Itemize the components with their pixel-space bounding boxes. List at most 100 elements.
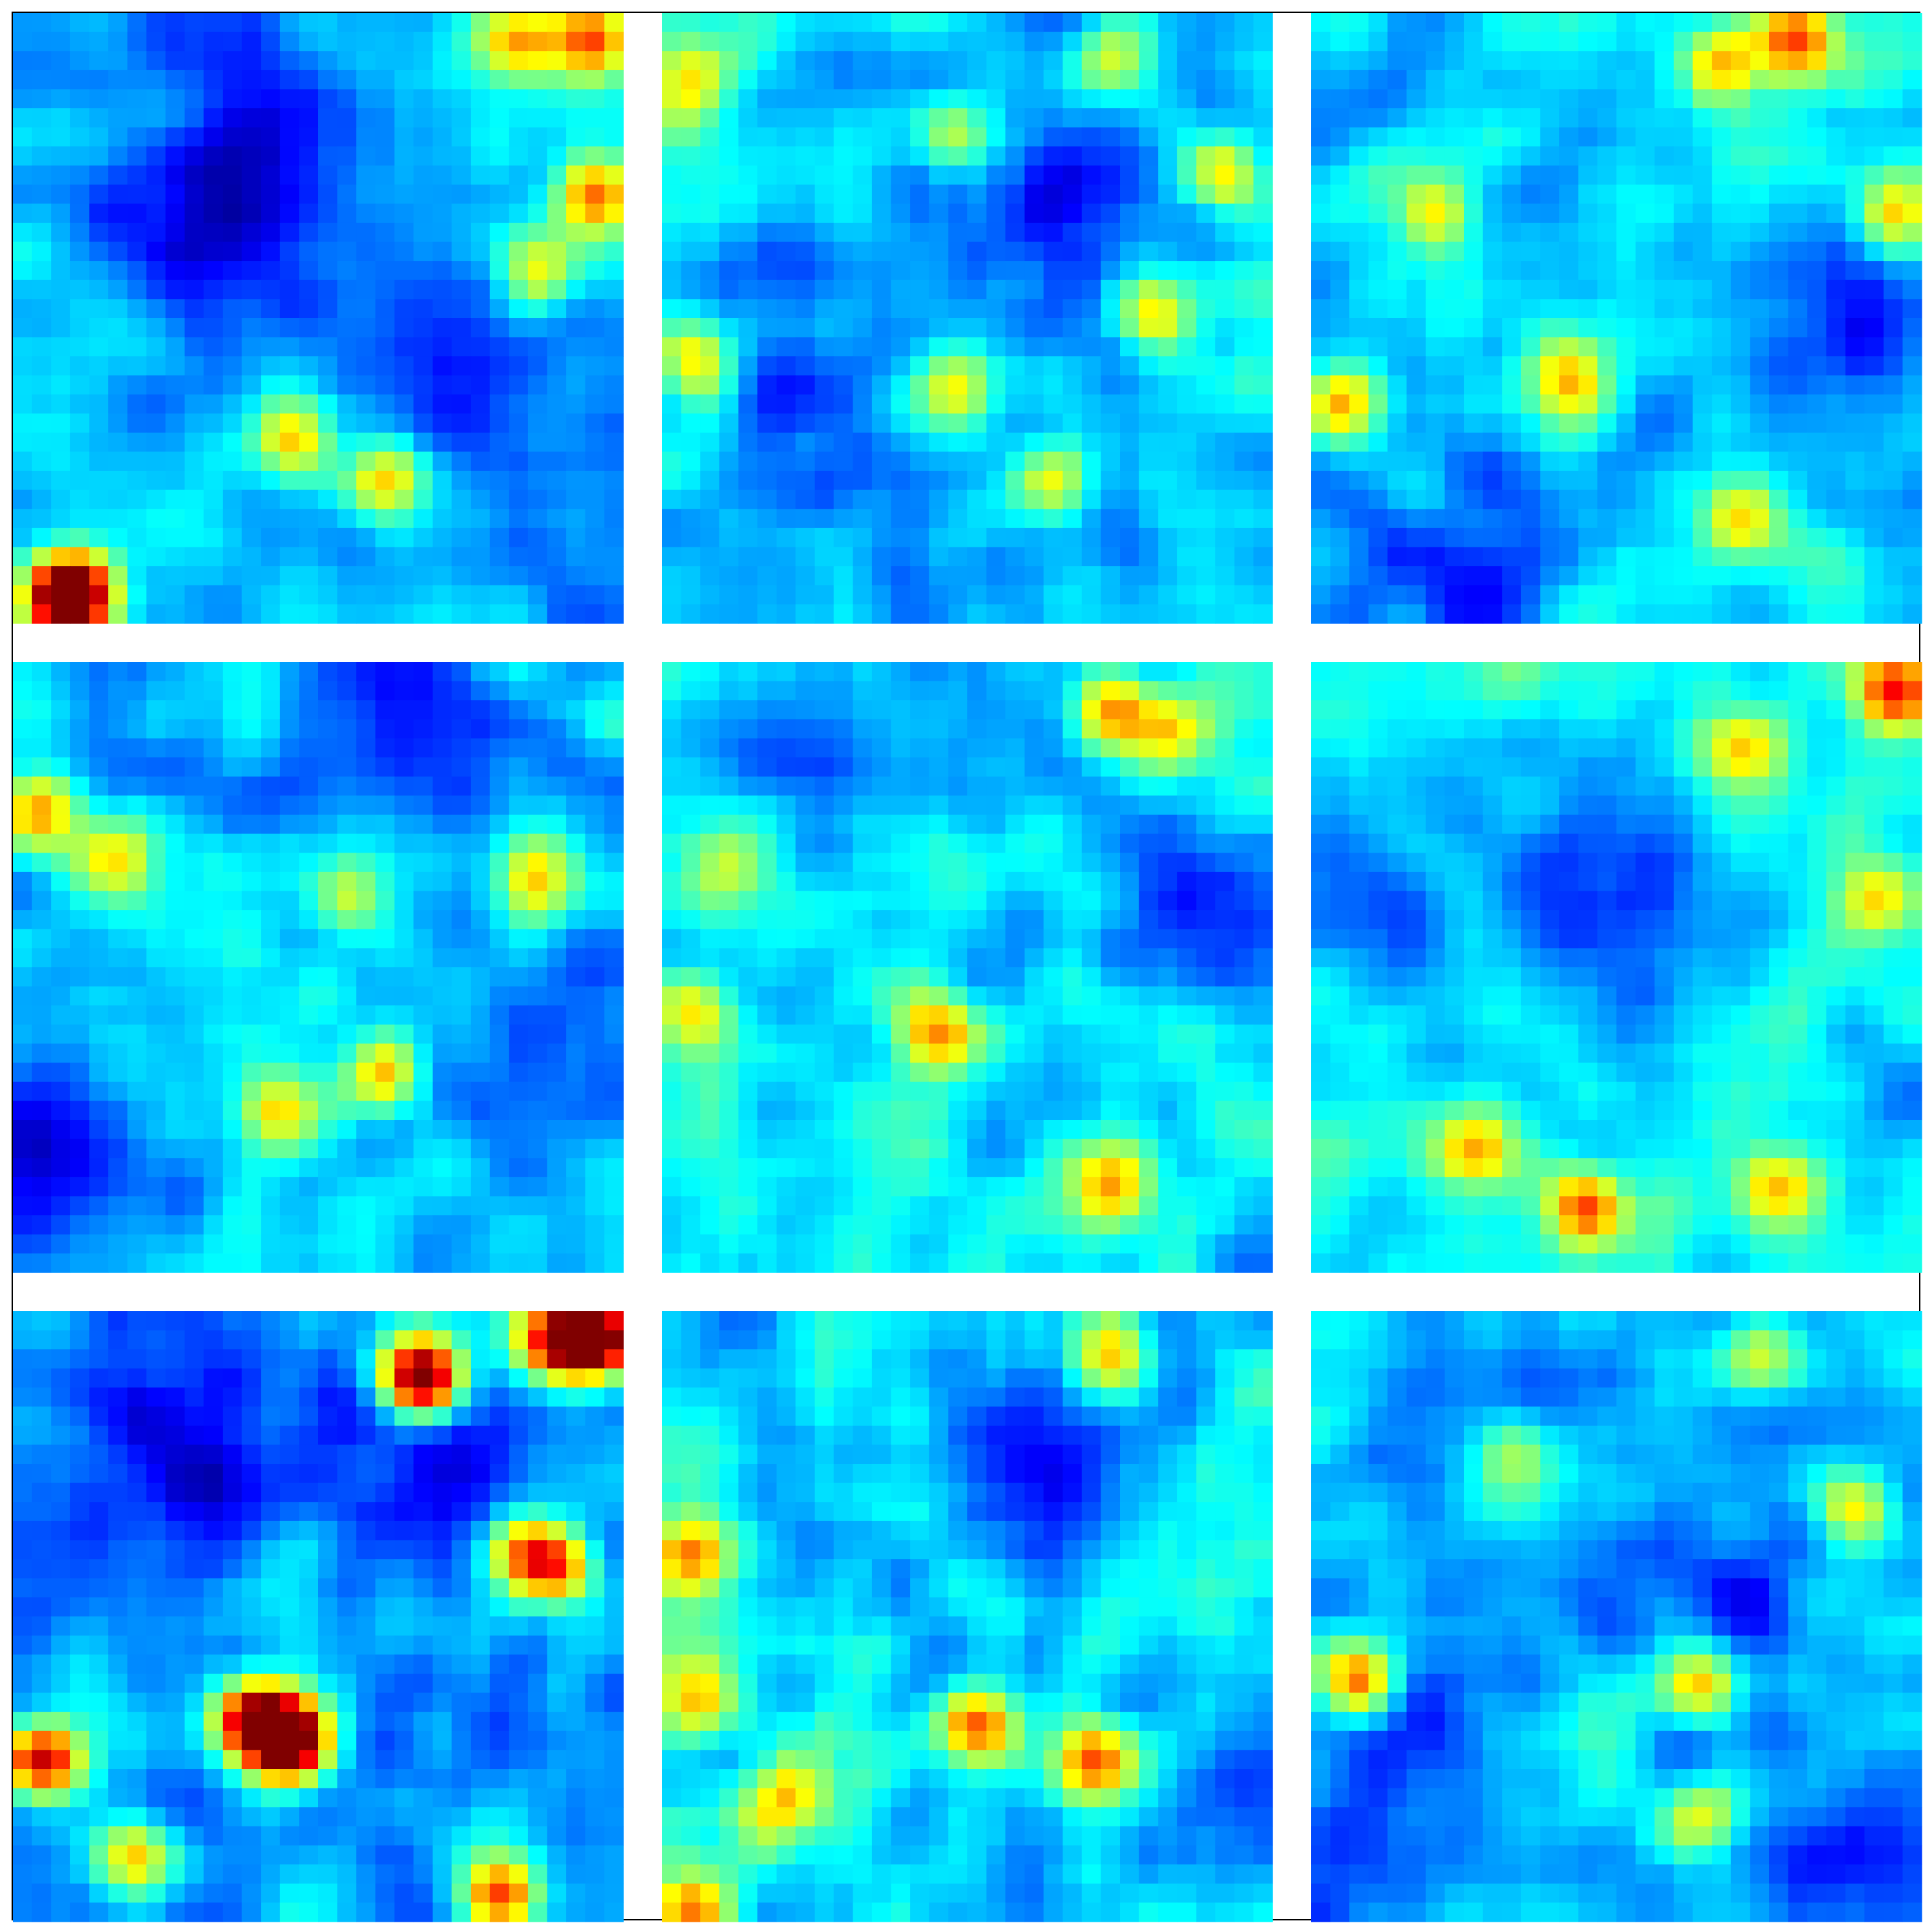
heatmap-cell — [1311, 337, 1331, 357]
heatmap-cell — [32, 833, 52, 853]
heatmap-cell — [108, 1120, 128, 1140]
heatmap-cell — [1253, 700, 1273, 720]
heatmap-cell — [929, 509, 949, 529]
heatmap-cell — [489, 204, 509, 223]
heatmap-cell — [1158, 356, 1178, 376]
heatmap-cell — [681, 776, 701, 796]
heatmap-cell — [1597, 108, 1617, 128]
heatmap-cell — [1120, 509, 1140, 529]
heatmap-cell — [853, 108, 873, 128]
heatmap-cell — [948, 108, 968, 128]
heatmap-cell — [127, 967, 147, 987]
heatmap-cell — [108, 986, 128, 1006]
heatmap-cell — [356, 948, 376, 968]
heatmap-cell — [891, 948, 911, 968]
heatmap-cell — [1502, 585, 1522, 605]
heatmap-cell — [547, 815, 567, 835]
heatmap-cell — [1425, 604, 1445, 624]
heatmap-cell — [127, 1177, 147, 1197]
heatmap-cell — [547, 489, 567, 509]
heatmap-cell — [89, 108, 109, 128]
heatmap-cell — [1635, 547, 1655, 567]
heatmap-cell — [757, 1177, 777, 1197]
heatmap-cell — [1311, 375, 1331, 395]
heatmap-cell — [1024, 471, 1045, 491]
heatmap-cell — [1063, 986, 1083, 1006]
heatmap-cell — [1406, 432, 1426, 452]
heatmap-cell — [1101, 509, 1121, 529]
heatmap-cell — [222, 604, 243, 624]
heatmap-cell — [451, 1253, 471, 1273]
heatmap-cell — [986, 471, 1006, 491]
heatmap-cell — [1444, 146, 1464, 166]
heatmap-cell — [1444, 471, 1464, 491]
heatmap-cell — [853, 1024, 873, 1045]
heatmap-cell — [585, 776, 605, 796]
heatmap-cell — [318, 527, 338, 548]
heatmap-cell — [566, 547, 586, 567]
heatmap-cell — [1063, 242, 1083, 261]
heatmap-cell — [489, 146, 509, 166]
heatmap-cell — [1043, 1063, 1063, 1083]
heatmap-cell — [1730, 279, 1750, 299]
heatmap-cell — [1101, 166, 1121, 185]
heatmap-cell — [1177, 833, 1197, 853]
heatmap-cell — [967, 32, 987, 52]
heatmap-cell — [1482, 204, 1502, 223]
heatmap-cell — [681, 604, 701, 624]
heatmap-cell — [489, 375, 509, 395]
heatmap-cell — [108, 1043, 128, 1063]
heatmap-cell — [375, 279, 395, 299]
heatmap-cell — [318, 681, 338, 701]
heatmap-cell — [1120, 394, 1140, 414]
heatmap-cell — [489, 910, 509, 930]
heatmap-cell — [1234, 853, 1254, 873]
heatmap-cell — [1635, 261, 1655, 281]
heatmap-cell — [127, 1101, 147, 1121]
heatmap-cell — [1673, 566, 1694, 586]
heatmap-cell — [13, 413, 33, 433]
heatmap-cell — [70, 738, 90, 758]
heatmap-cell — [1005, 1177, 1025, 1197]
heatmap-cell — [566, 108, 586, 128]
heatmap-cell — [738, 432, 758, 452]
heatmap-cell — [13, 318, 33, 338]
heatmap-cell — [1368, 451, 1388, 471]
heatmap-cell — [1215, 1081, 1235, 1101]
heatmap-cell — [89, 1215, 109, 1235]
heatmap-cell — [299, 1043, 319, 1063]
heatmap-cell — [13, 527, 33, 548]
heatmap-cell — [509, 527, 529, 548]
heatmap-cell — [700, 833, 720, 853]
heatmap-cell — [1063, 662, 1083, 682]
heatmap-cell — [166, 299, 185, 319]
heatmap-cell — [1444, 299, 1464, 319]
heatmap-cell — [662, 986, 682, 1006]
heatmap-cell — [337, 527, 357, 548]
heatmap-cell — [986, 757, 1006, 777]
heatmap-cell — [413, 871, 433, 892]
heatmap-cell — [1024, 337, 1045, 357]
heatmap-cell — [527, 833, 548, 853]
heatmap-cell — [1902, 318, 1922, 338]
heatmap-cell — [910, 184, 930, 204]
heatmap-cell — [662, 13, 682, 33]
heatmap-cell — [356, 261, 376, 281]
heatmap-cell — [1635, 13, 1655, 33]
heatmap-cell — [432, 604, 452, 624]
heatmap-cell — [1845, 527, 1865, 548]
heatmap-cell — [1234, 127, 1254, 147]
heatmap-cell — [471, 413, 491, 433]
heatmap-cell — [1063, 738, 1083, 758]
heatmap-cell — [1120, 795, 1140, 815]
heatmap-cell — [489, 700, 509, 720]
heatmap-cell — [1101, 757, 1121, 777]
heatmap-cell — [432, 1024, 452, 1045]
heatmap-cell — [1349, 242, 1369, 261]
heatmap-cell — [527, 891, 548, 911]
heatmap-cell — [51, 70, 71, 90]
heatmap-cell — [261, 89, 281, 109]
heatmap-cell — [471, 70, 491, 90]
heatmap-cell — [1750, 394, 1770, 414]
heatmap-cell — [585, 1139, 605, 1159]
